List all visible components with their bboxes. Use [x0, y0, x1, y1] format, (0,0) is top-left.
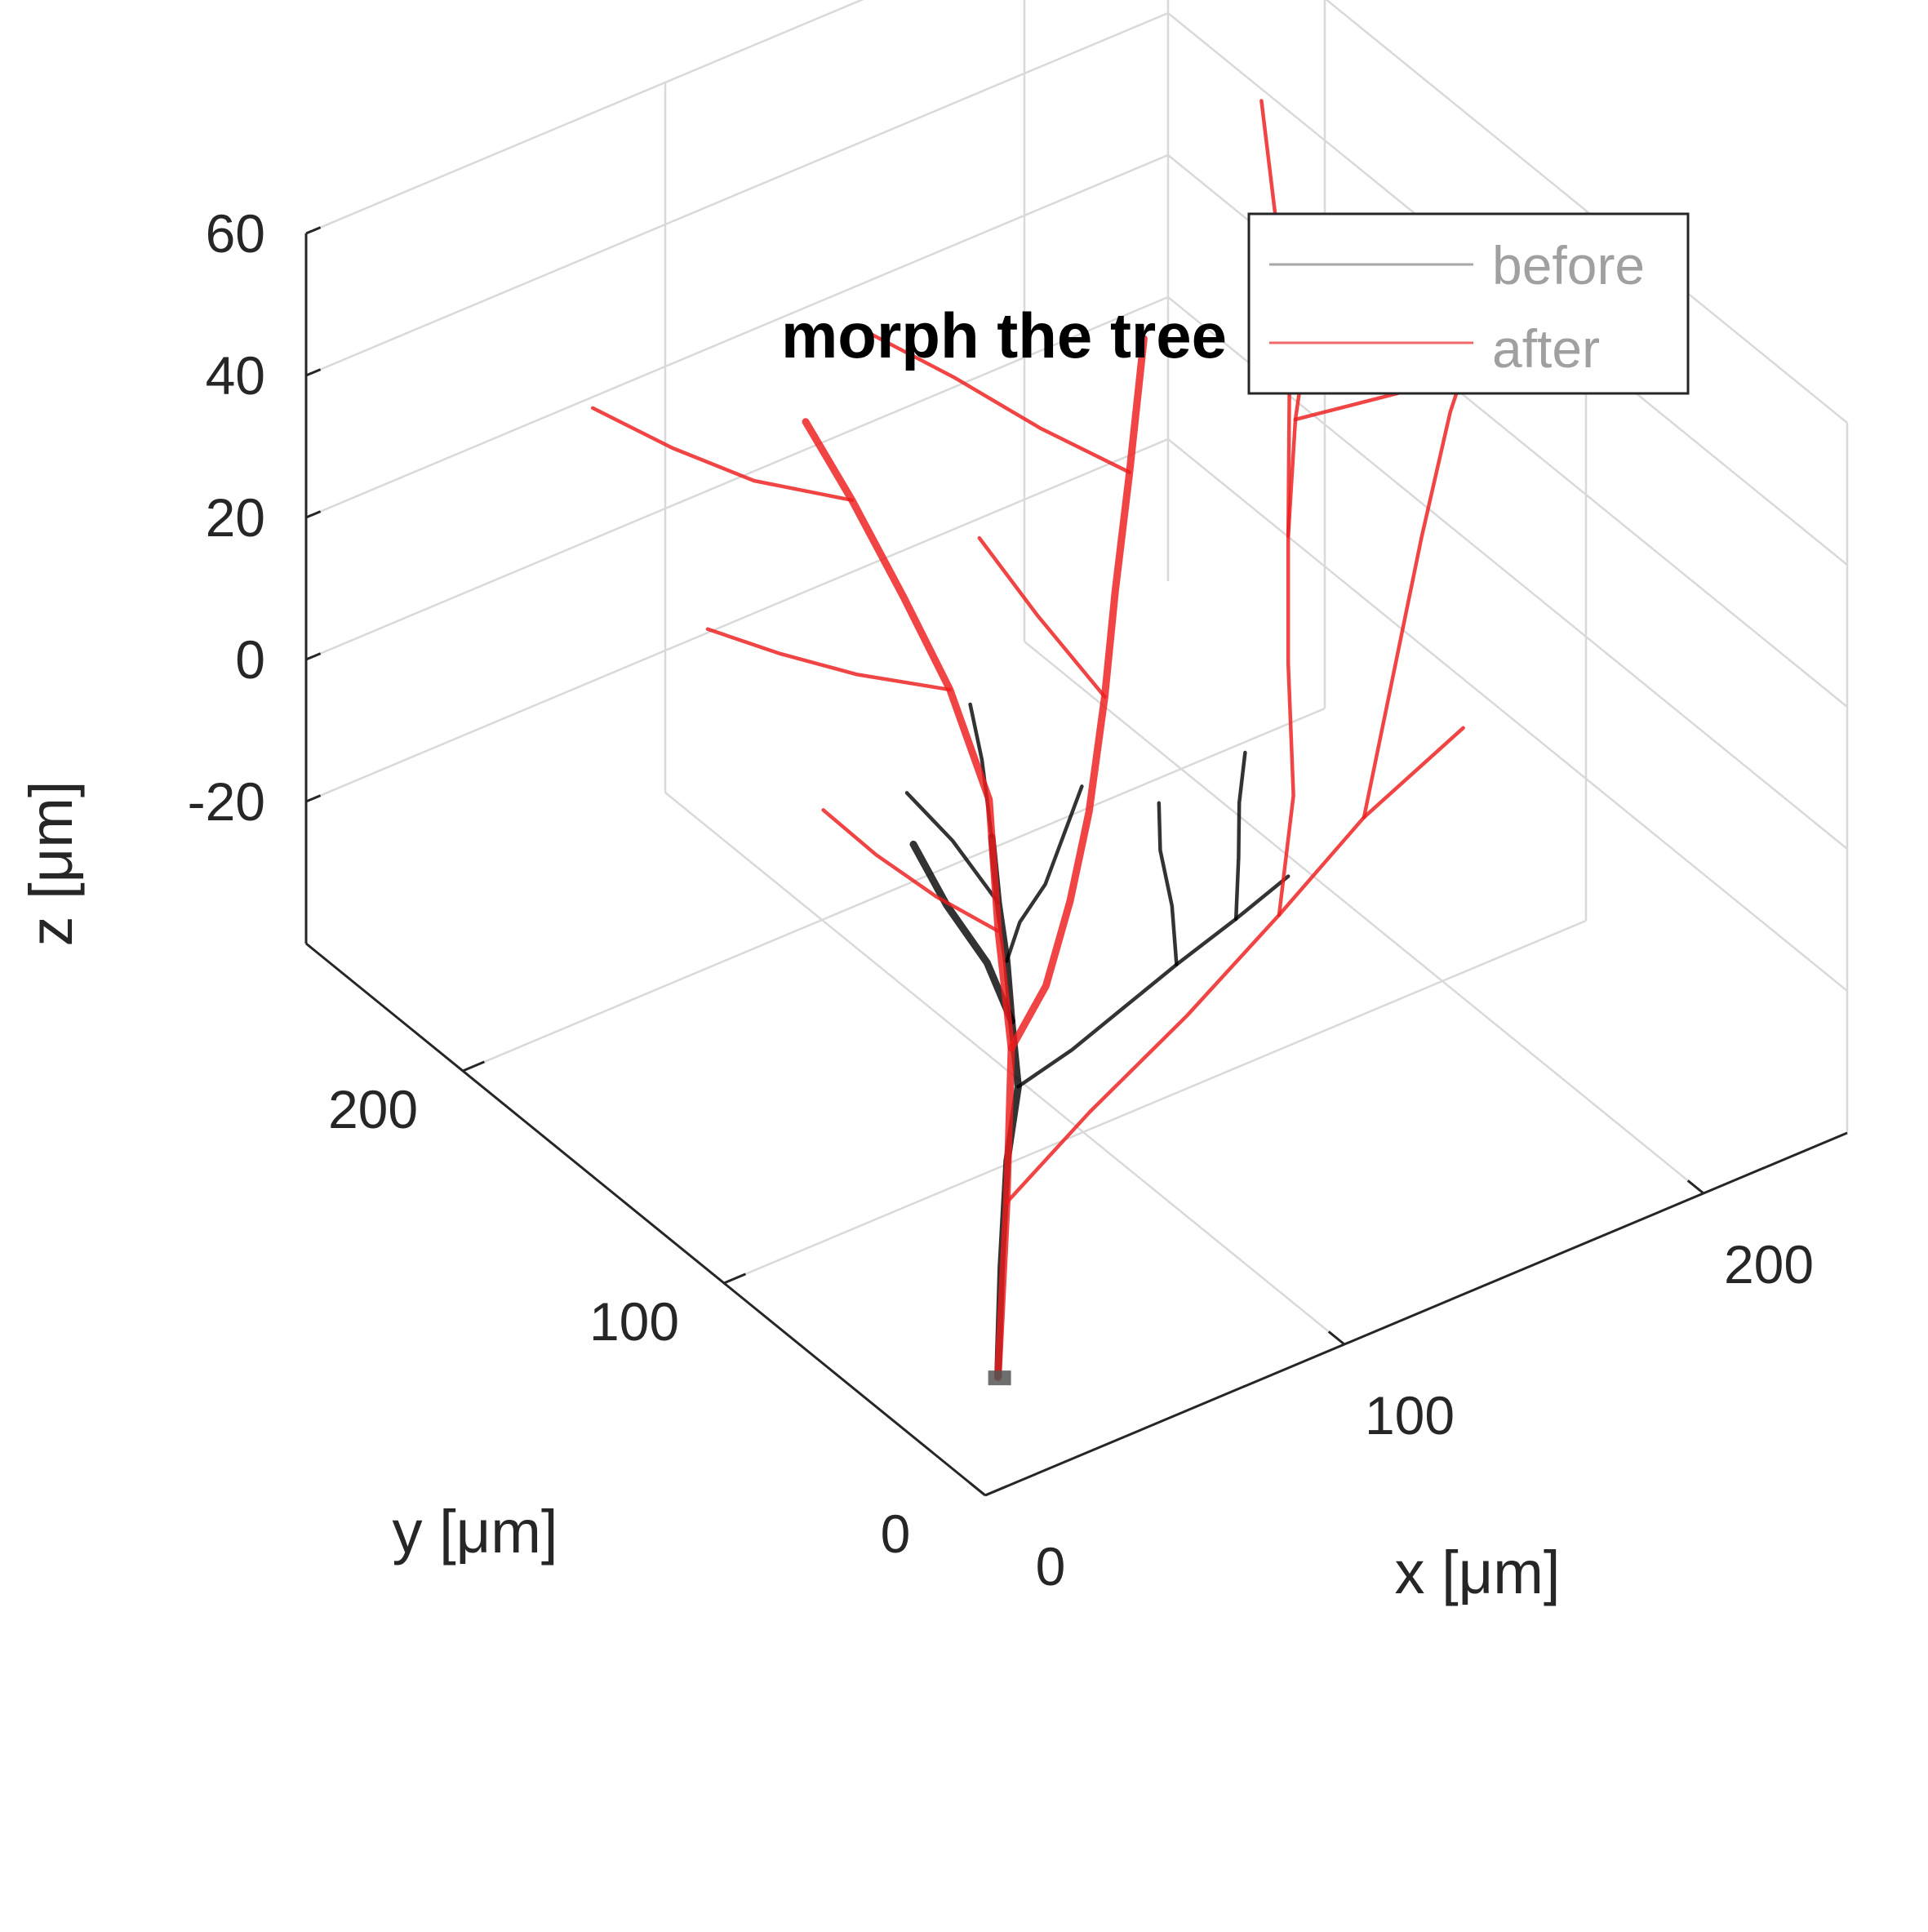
- x-tick: [968, 1481, 986, 1497]
- legend-label-before: before: [1492, 235, 1645, 295]
- y-tick-label: 100: [589, 1291, 679, 1352]
- z-axis-label: z [μm]: [17, 781, 85, 947]
- z-tick-label: -20: [188, 771, 265, 832]
- branch-after-1: [1007, 335, 1148, 1052]
- grid-line-back-x-wall: [1167, 438, 1848, 992]
- branch-before-2: [1005, 784, 1084, 963]
- branch-after-9: [977, 535, 1107, 699]
- branch-before-3: [1016, 874, 1291, 1089]
- x-tick: [1686, 1179, 1704, 1195]
- y-tick: [462, 1060, 485, 1073]
- branch-after-11: [821, 808, 1001, 934]
- branch-after-3: [1277, 304, 1314, 917]
- y-tick: [984, 1485, 1007, 1497]
- series-before: [904, 702, 1291, 1381]
- branch-before-7: [904, 791, 1001, 905]
- grid-line-back-y-wall: [305, 0, 864, 235]
- branch-after-8: [867, 331, 1132, 474]
- grid-line-floor-x: [664, 792, 1345, 1345]
- z-tick-label: 20: [206, 487, 265, 548]
- x-tick-label: 100: [1365, 1385, 1455, 1446]
- y-tick-label: 200: [328, 1079, 418, 1139]
- soma-marker: [988, 1370, 1011, 1386]
- y-tick-label: 0: [881, 1503, 911, 1564]
- z-tick-label: 40: [206, 345, 265, 406]
- legend-label-after: after: [1492, 318, 1600, 379]
- y-tick: [723, 1272, 746, 1285]
- legend-box: [1247, 212, 1690, 395]
- branch-before-4: [1157, 801, 1179, 966]
- z-tick: [305, 226, 322, 235]
- x-tick-label: 200: [1724, 1234, 1814, 1295]
- y-axis-line: [305, 942, 986, 1497]
- grid-line-floor-y: [462, 707, 1326, 1073]
- z-tick: [305, 794, 322, 803]
- z-tick-label: 60: [206, 203, 265, 264]
- branch-after-0: [802, 418, 1015, 1381]
- z-tick-label: 0: [235, 629, 265, 690]
- z-tick: [305, 368, 322, 377]
- branch-after-2: [1005, 726, 1465, 1205]
- y-axis-label: y [μm]: [393, 1498, 558, 1566]
- branch-before-1: [909, 840, 1015, 1025]
- grid-line-back-x-wall: [1325, 0, 1848, 424]
- z-tick: [305, 510, 322, 519]
- branch-after-6: [590, 406, 855, 503]
- z-tick: [305, 652, 322, 661]
- branch-before-5: [1233, 750, 1247, 922]
- x-axis-label: x [μm]: [1395, 1539, 1561, 1606]
- x-tick: [1327, 1330, 1345, 1346]
- branch-after-5: [705, 627, 953, 692]
- x-tick-label: 0: [1036, 1536, 1066, 1597]
- grid-line-floor-y: [723, 919, 1587, 1285]
- grid-line-back-y-wall: [305, 437, 1169, 803]
- chart-title: morph the tree: [781, 300, 1227, 371]
- grid-line-floor-x: [1024, 641, 1704, 1194]
- legend: before after: [1247, 212, 1690, 395]
